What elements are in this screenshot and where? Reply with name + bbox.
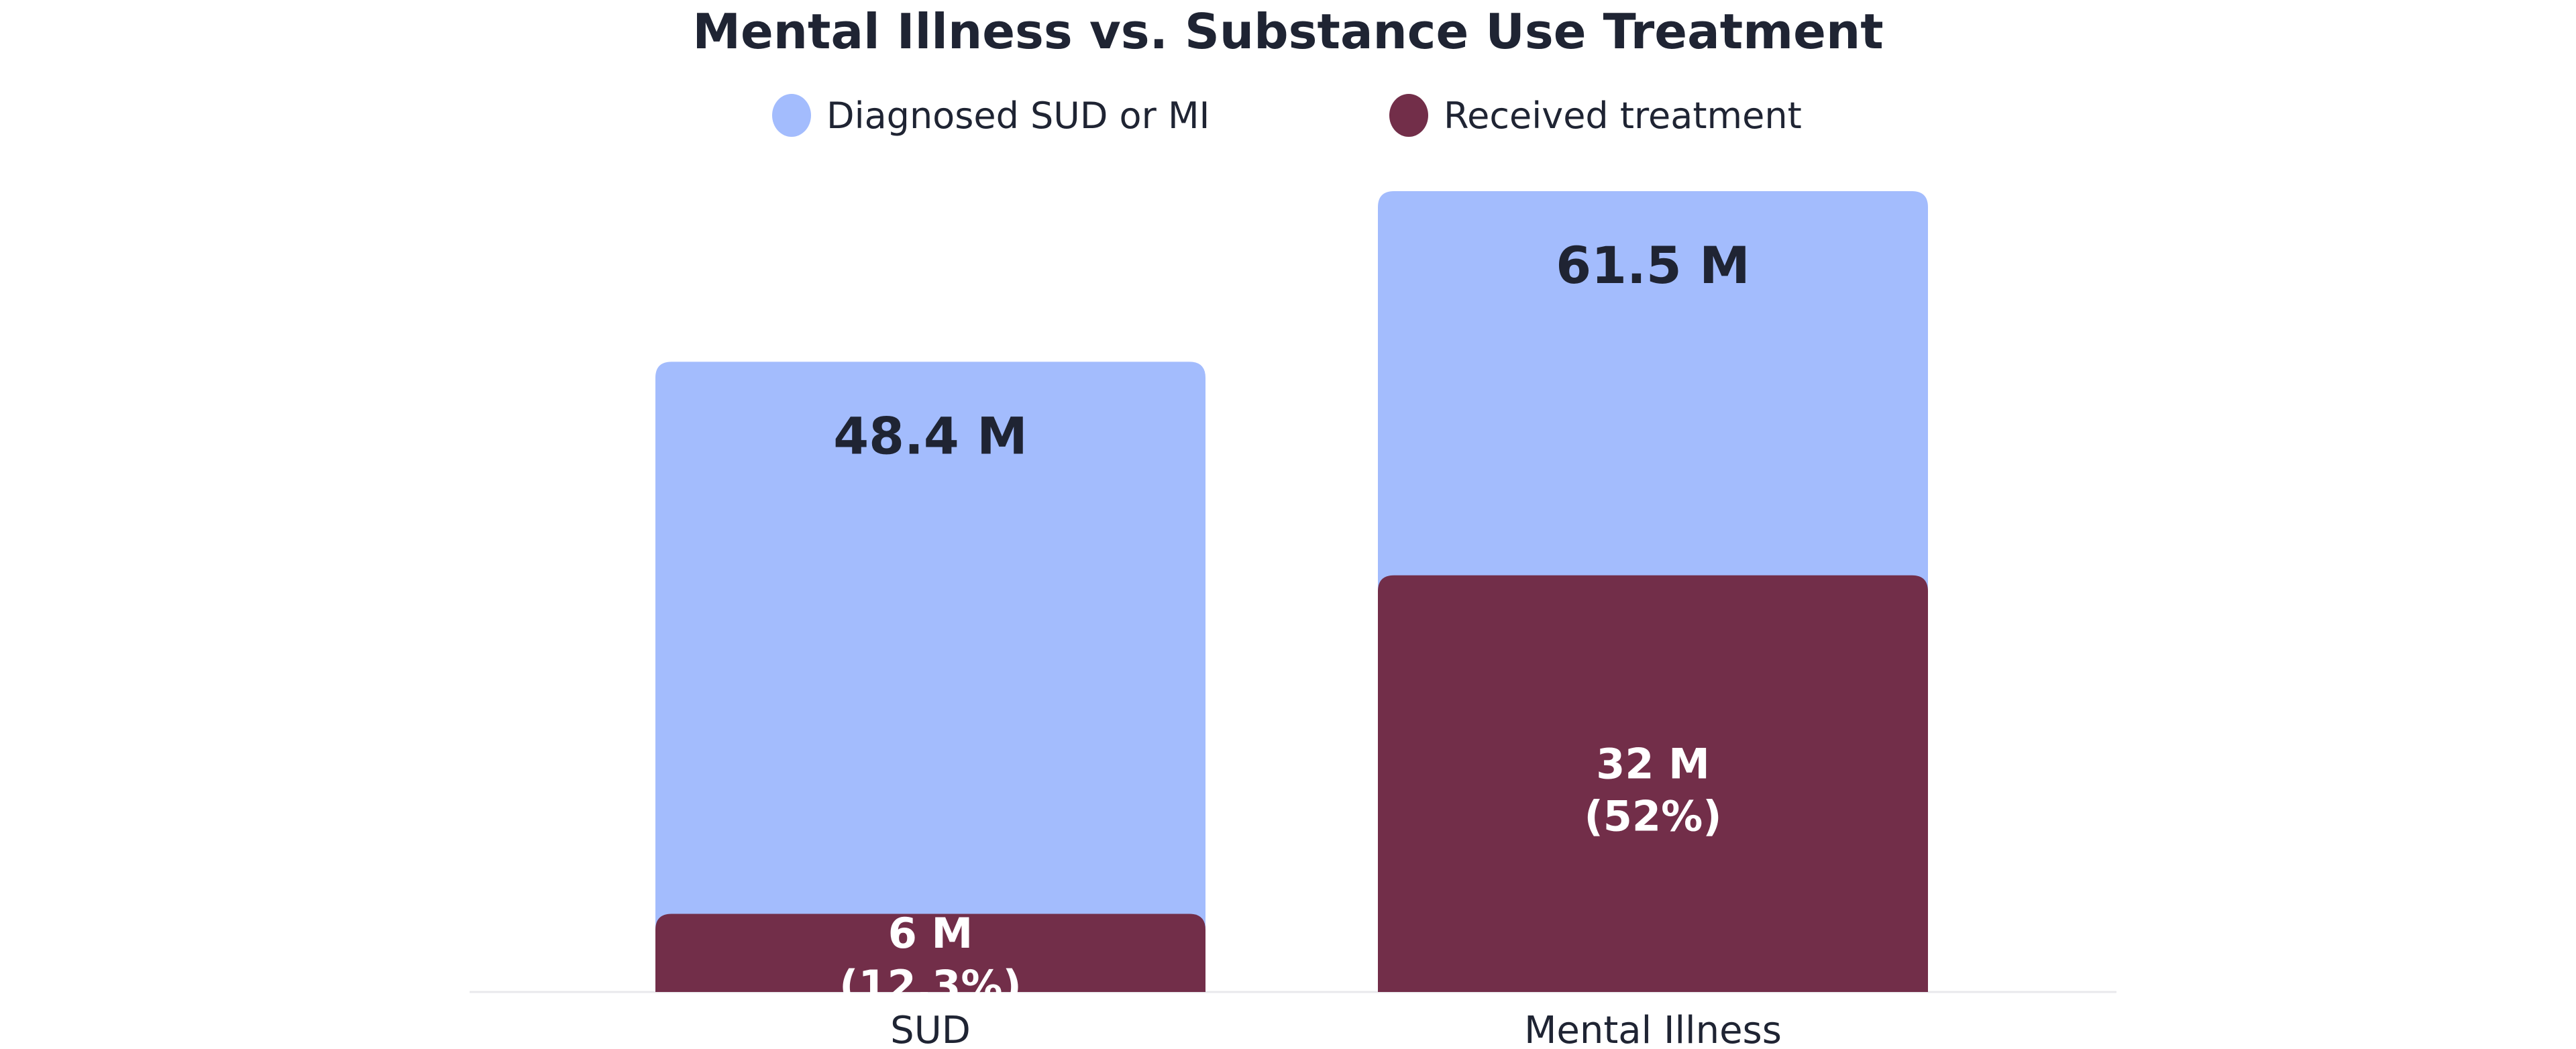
legend-item-diagnosed: Diagnosed SUD or MI [772,94,1210,137]
percent-label-treatment-sud: (12.3%) [839,961,1022,1010]
category-label-sud: SUD [890,1009,971,1049]
percent-label-treatment-mental-illness: (52%) [1584,791,1721,840]
legend-label-diagnosed: Diagnosed SUD or MI [826,95,1210,137]
legend-item-treatment: Received treatment [1389,94,1802,137]
chart-title: Mental Illness vs. Substance Use Treatme… [692,3,1883,60]
value-label-diagnosed-mental-illness: 61.5 M [1556,235,1750,295]
bar-treatment-mental-illness [1378,575,1928,992]
category-label-mental-illness: Mental Illness [1524,1009,1782,1049]
legend-swatch-diagnosed [772,94,811,137]
bars: 48.4 M 6 M(12.3%)SUD 61.5 M 32 M(52%) Mental… [655,191,1928,1049]
bar-treatment-sud [655,914,1205,992]
value-label-treatment-sud: 6 M [888,909,973,958]
legend-label-treatment: Received treatment [1444,95,1802,137]
value-label-diagnosed-sud: 48.4 M [833,406,1028,465]
value-label-treatment-mental-illness: 32 M [1596,739,1710,788]
bar-diagnosed-sud [655,362,1205,992]
legend-swatch-treatment [1389,94,1428,137]
legend: Diagnosed SUD or MI Received treatment [772,94,1802,137]
